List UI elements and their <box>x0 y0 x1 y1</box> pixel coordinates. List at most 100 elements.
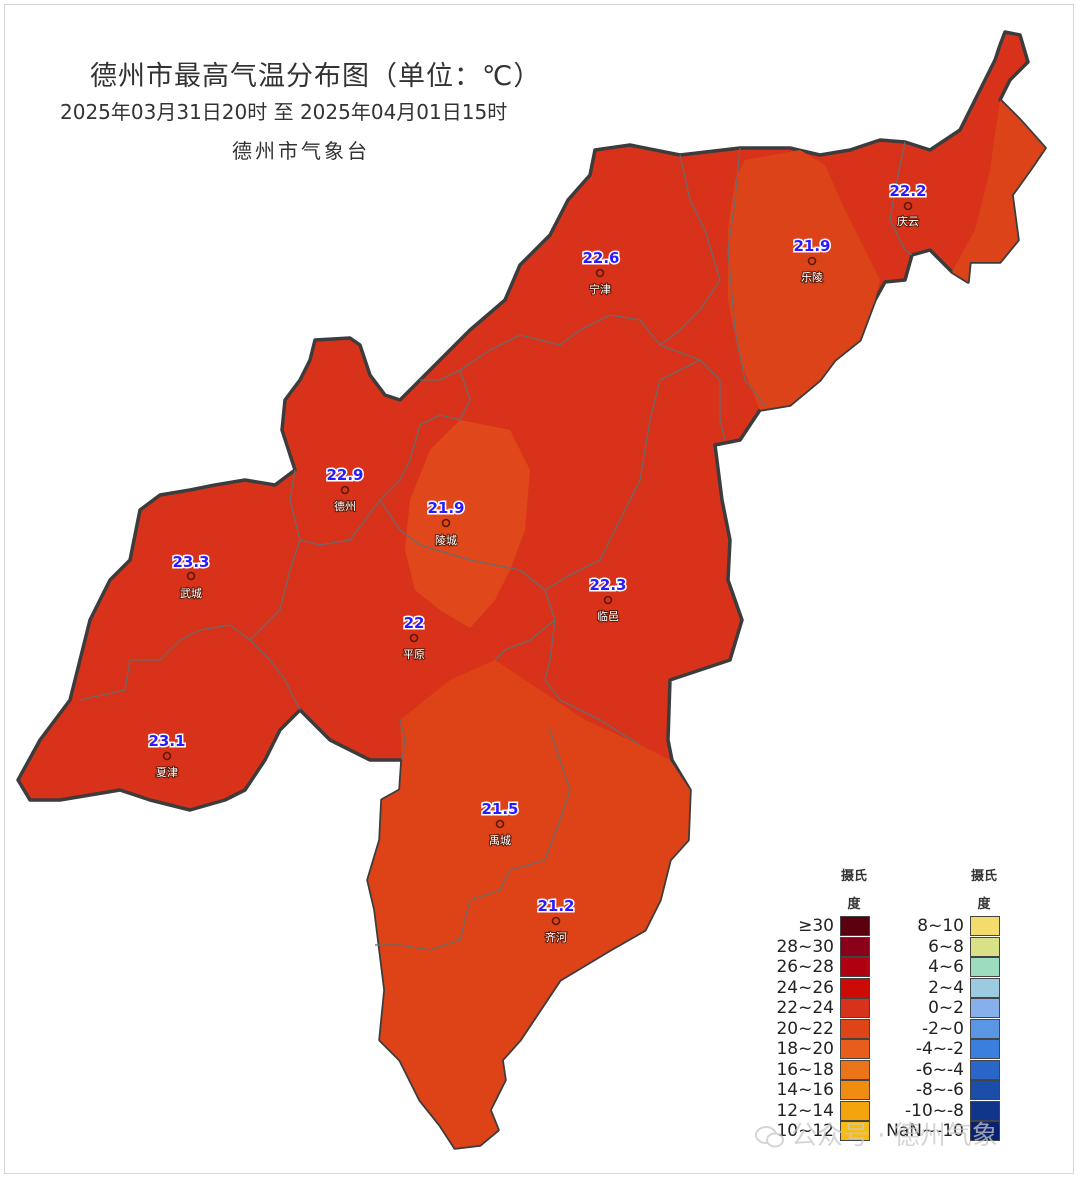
legend-cool-swatch <box>970 1121 1000 1141</box>
map-frame <box>4 4 1074 1174</box>
legend-warm-label: ≥30 <box>798 916 834 936</box>
legend-warm-label: 28~30 <box>776 936 834 957</box>
legend-warm-row: 20~22 <box>760 1018 870 1039</box>
legend-warm-label: 14~16 <box>776 1080 834 1100</box>
station-marker-qingyun <box>903 201 913 211</box>
station-marker-xiajin <box>162 751 172 761</box>
county-boundaries <box>79 141 913 951</box>
legend-cool-label: -10~-8 <box>905 1100 964 1121</box>
legend-warm-row: 26~28 <box>760 957 870 977</box>
legend-warm-swatch <box>840 1080 870 1100</box>
legend-cool-row: 6~8 <box>890 936 1000 957</box>
name-leling: 乐陵 <box>801 271 823 284</box>
station-marker-wucheng <box>186 571 196 581</box>
station-markers <box>162 201 913 926</box>
name-linyi: 临邑 <box>597 609 619 623</box>
name-xiajin: 夏津 <box>156 766 178 779</box>
station-names: 庆云 宁津 乐陵 德州 陵城 武城 临邑 平原 夏津 禹城 齐河 <box>155 213 920 945</box>
legend-cool-swatch <box>970 957 1000 977</box>
legend-warm-row: 22~24 <box>760 998 870 1018</box>
watermark-text: 公众号 · 德州气象 <box>791 1121 998 1151</box>
legend-cool-label: 0~2 <box>928 998 964 1018</box>
name-pingyuan: 平原 <box>403 648 425 661</box>
legend-warm-swatch <box>840 1039 870 1059</box>
legend-cool-row: -4~-2 <box>890 1039 1000 1059</box>
legend-warm-label: 22~24 <box>776 998 834 1018</box>
name-ningjin: 宁津 <box>589 282 611 296</box>
legend-warm-label: 26~28 <box>776 957 834 977</box>
band-20-22-lingcheng <box>405 420 530 628</box>
station-marker-ningjin <box>595 268 605 278</box>
name-dezhou: 德州 <box>334 499 356 513</box>
legend-cool-row: NaN~-10 <box>886 1121 1000 1141</box>
legend-warm-label: 12~14 <box>776 1100 834 1121</box>
value-ningjin: 22.6 <box>582 249 619 267</box>
value-wucheng: 23.3 <box>172 553 209 571</box>
legend-cool-label: 4~6 <box>928 957 964 977</box>
value-qingyun: 22.2 <box>889 182 926 200</box>
legend-cool-row: -8~-6 <box>890 1080 1000 1100</box>
name-wucheng: 武城 <box>180 587 202 600</box>
station-marker-yucheng <box>495 819 505 829</box>
legend-unit-warm-1: 摄氏 <box>840 869 867 884</box>
legend-cool-swatch <box>970 1018 1000 1039</box>
station-marker-pingyuan <box>409 633 419 643</box>
time-range: 2025年03月31日20时 至 2025年04月01日15时 <box>60 100 508 124</box>
legend-unit-warm-2: 度 <box>847 897 861 912</box>
name-yucheng: 禹城 <box>489 834 511 847</box>
legend-warm-label: 10~12 <box>776 1121 834 1141</box>
legend-cool-swatch <box>970 936 1000 957</box>
legend-cool-row: -6~-4 <box>890 1059 1000 1080</box>
legend-warm-swatch <box>840 1100 870 1121</box>
legend-warm-swatch <box>840 936 870 957</box>
legend-warm-label: 18~20 <box>776 1039 834 1059</box>
value-qihe: 21.2 <box>537 897 574 915</box>
value-dezhou: 22.9 <box>326 466 363 484</box>
legend-cool-label: NaN~-10 <box>886 1121 964 1141</box>
legend-warm-label: 24~26 <box>776 977 834 998</box>
legend-cool-row: 8~10 <box>890 916 1000 936</box>
legend-cool-label: -6~-4 <box>915 1059 964 1080</box>
legend-cool-row: -2~0 <box>890 1018 1000 1039</box>
band-20-22-south <box>368 660 690 1148</box>
legend-cool-swatch <box>970 1039 1000 1059</box>
legend-cool-label: -8~-6 <box>915 1080 964 1100</box>
station-marker-linyi <box>603 595 613 605</box>
legend-cool: 摄氏 度 8~10 6~8 4~6 2~4 0~2 -2~0 -4~-2 -6~-4 -8~-6… <box>886 860 1000 1141</box>
legend-warm-row: ≥30 <box>760 916 870 936</box>
legend-cool-label: -2~0 <box>921 1018 964 1039</box>
legend-warm-row: 28~30 <box>760 936 870 957</box>
legend-warm-row: 10~12 <box>760 1121 870 1141</box>
legend-warm: 摄氏 度 ≥30 28~30 26~28 24~26 22~24 20~22 18~20 16… <box>760 860 870 1141</box>
value-linyi: 22.3 <box>589 576 626 594</box>
legend-warm-row: 18~20 <box>760 1039 870 1059</box>
value-lingcheng: 21.9 <box>427 499 464 517</box>
value-pingyuan: 22 <box>404 614 425 632</box>
issuing-agency: 德州市气象台 <box>232 139 370 163</box>
value-yucheng: 21.5 <box>481 800 518 818</box>
wechat-icon <box>755 1125 784 1147</box>
legend-cool-label: 2~4 <box>928 977 964 998</box>
map-title: 德州市最高气温分布图（单位：℃） <box>90 61 542 92</box>
legend-warm-swatch <box>840 957 870 977</box>
legend-warm-swatch <box>840 1018 870 1039</box>
legend-warm-label: 20~22 <box>776 1018 834 1039</box>
legend-cool-swatch <box>970 916 1000 936</box>
value-leling: 21.9 <box>793 237 830 255</box>
legend-cool-label: -4~-2 <box>915 1039 964 1059</box>
legend-cool-row: -10~-8 <box>890 1100 1000 1121</box>
legend-warm-label: 16~18 <box>776 1059 834 1080</box>
station-marker-lingcheng <box>441 518 451 528</box>
band-20-22-leling <box>728 150 880 410</box>
station-marker-leling <box>807 256 817 266</box>
legend-warm-swatch <box>840 916 870 936</box>
legend-warm-row: 24~26 <box>760 977 870 998</box>
legend-warm-swatch <box>840 998 870 1018</box>
station-marker-qihe <box>551 916 561 926</box>
legend-warm-row: 14~16 <box>760 1080 870 1100</box>
legend-unit-cool-1: 摄氏 <box>970 869 997 884</box>
watermark: 公众号 · 德州气象 <box>755 1115 998 1152</box>
legend-cool-label: 6~8 <box>928 936 964 957</box>
legend-cool-swatch <box>970 998 1000 1018</box>
